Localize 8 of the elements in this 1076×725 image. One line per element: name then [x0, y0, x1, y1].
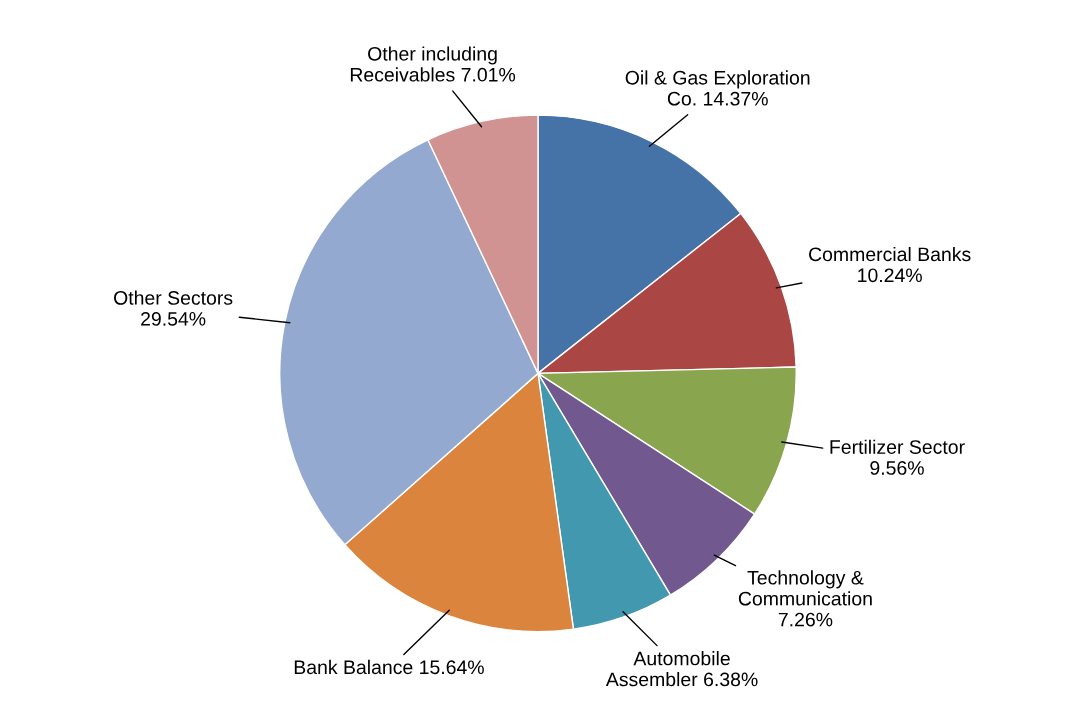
slice-label: Other Sectors 29.54%: [114, 290, 233, 326]
slice-label: Other including Receivables 7.01%: [350, 46, 516, 82]
slice-label: Oil & Gas Exploration Co. 14.37%: [625, 70, 810, 106]
slice-label: Commercial Banks 10.24%: [809, 246, 971, 283]
slice-label: Fertilizer Sector 9.56%: [830, 439, 965, 475]
slice-label: Bank Balance 15.64%: [294, 659, 484, 675]
slice-label: Automobile Assembler 6.38%: [605, 651, 758, 687]
slice-label: Technology & Communication 7.26%: [738, 570, 872, 627]
